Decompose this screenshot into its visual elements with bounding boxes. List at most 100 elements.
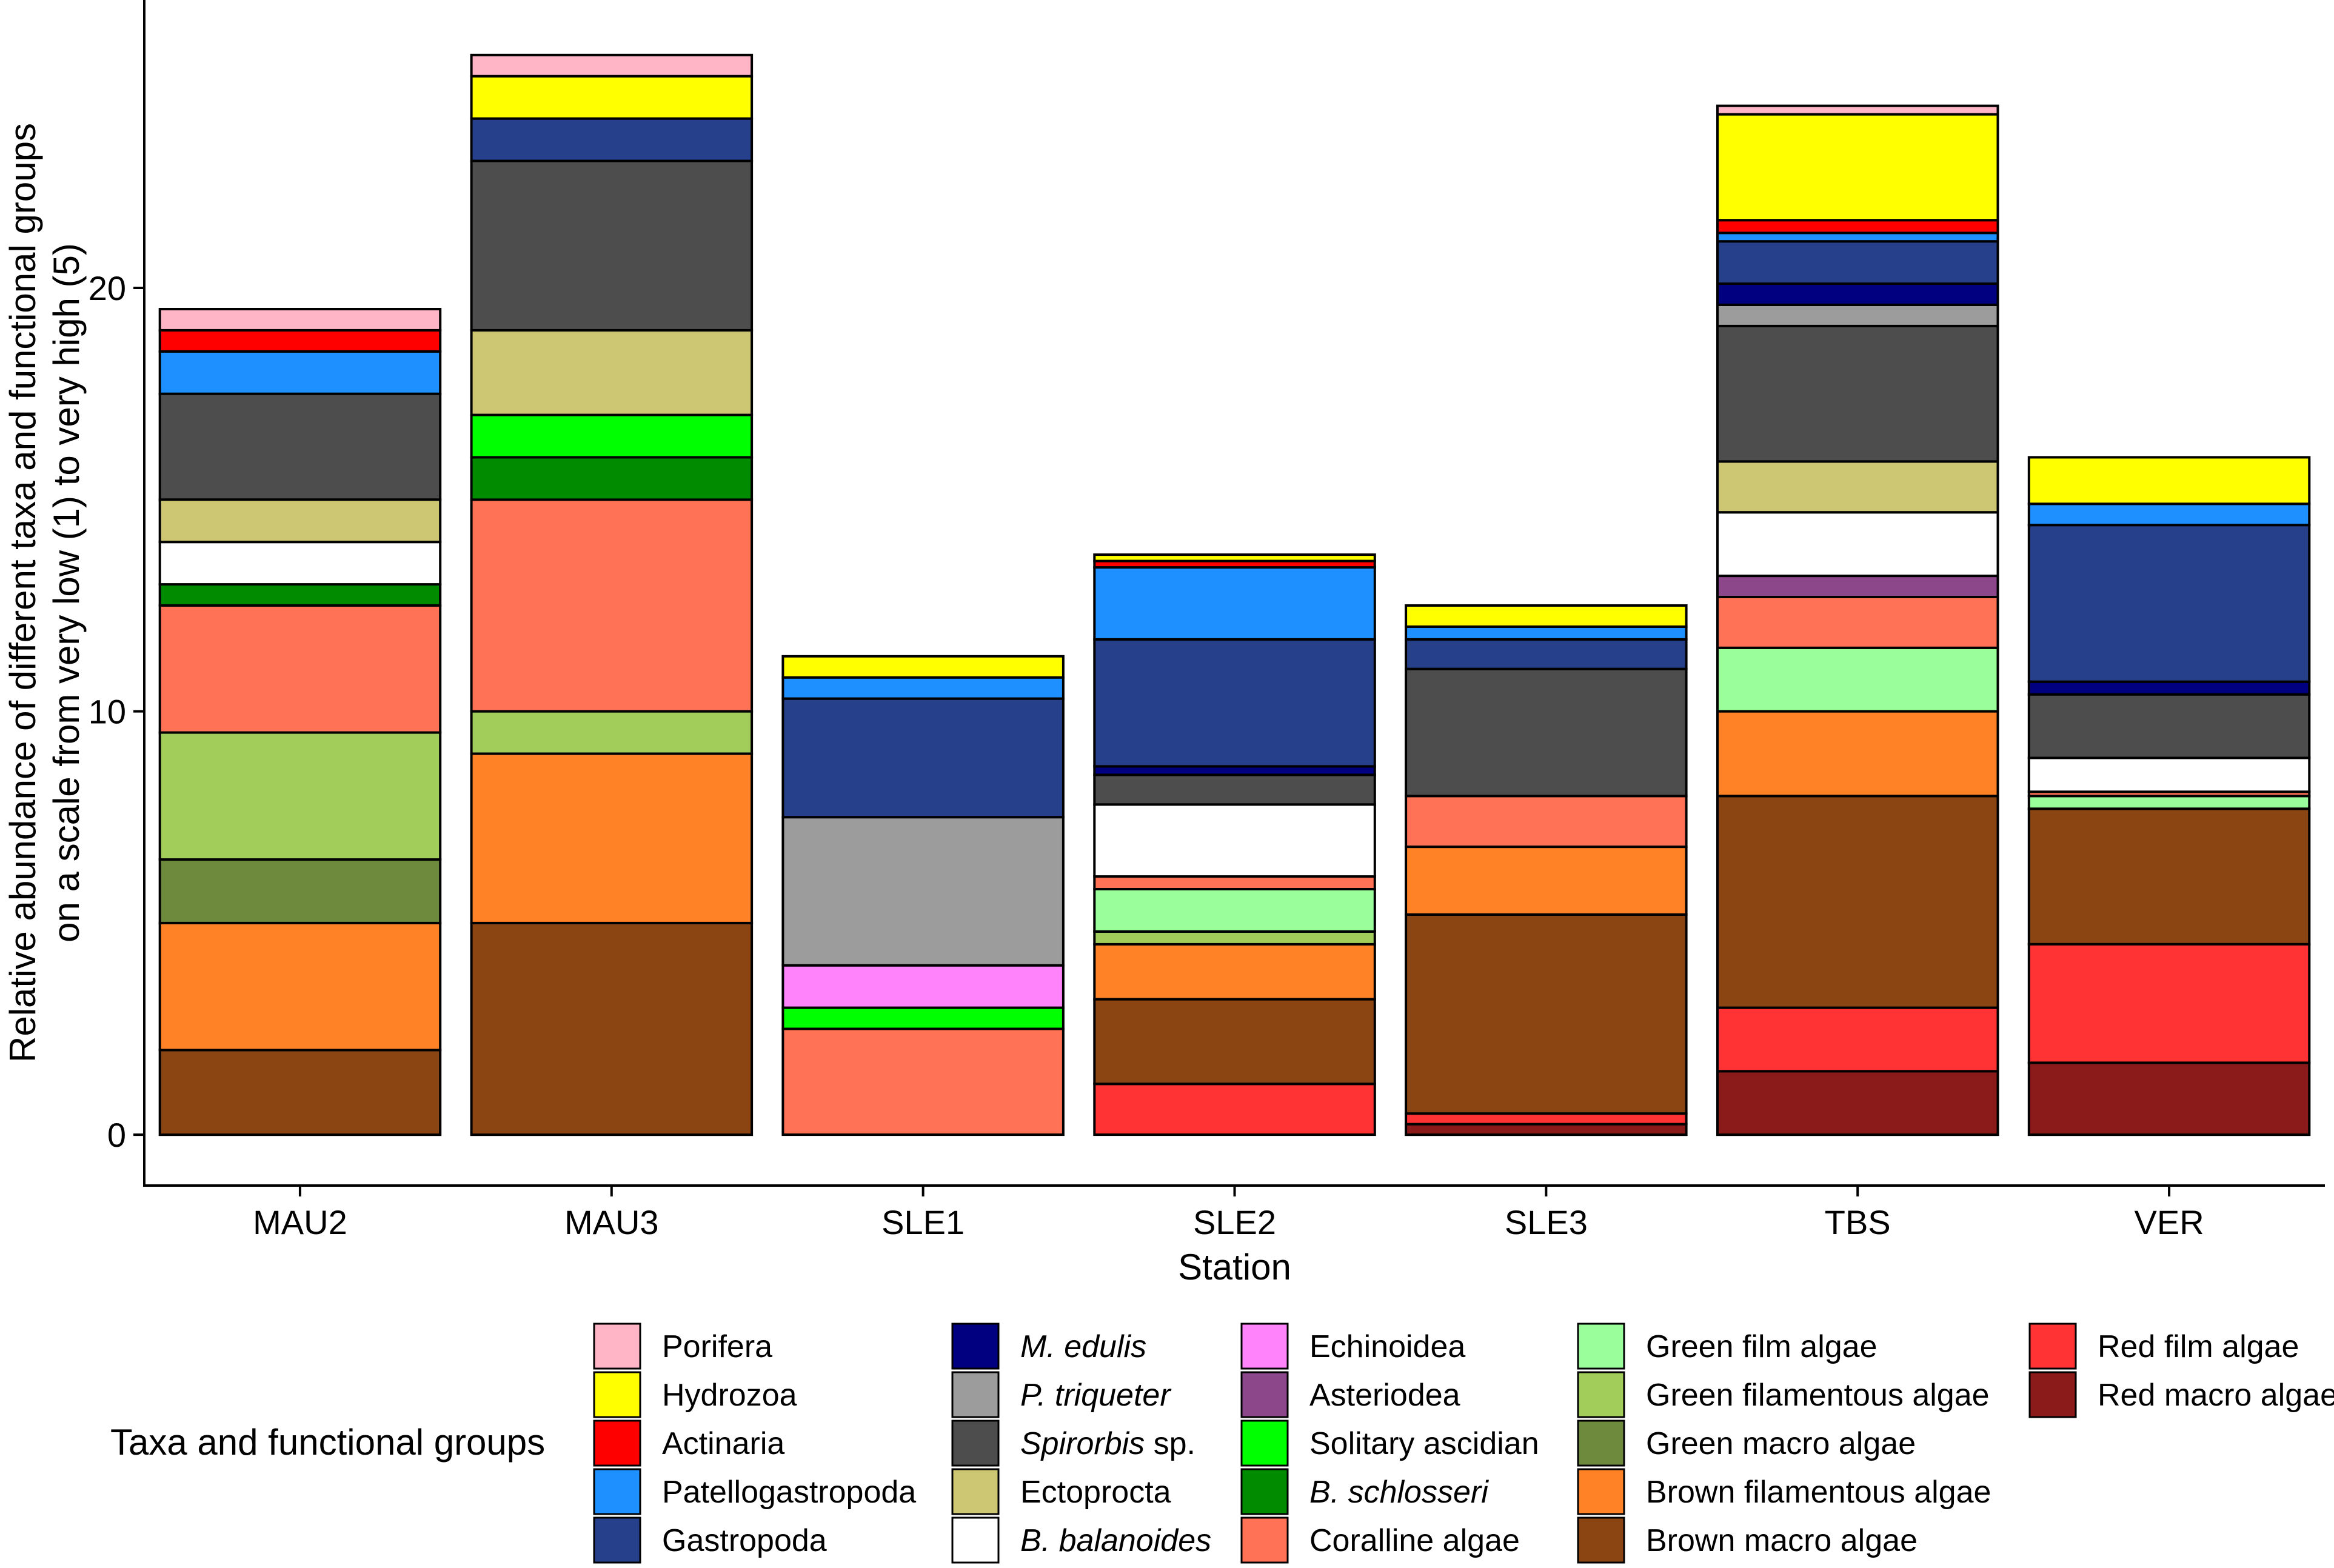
- x-tick-label-mau2: MAU2: [253, 1203, 347, 1241]
- bar-segment-sle3-patellogastropoda: [1405, 625, 1688, 641]
- legend-key-ectoprocta: [951, 1468, 1000, 1515]
- legend-item-gastropoda: Gastropoda: [593, 1516, 827, 1564]
- legend-key-actinaria: [593, 1420, 641, 1467]
- bar-segment-mau2-green-filamentous-algae: [158, 731, 442, 861]
- bar-segment-mau2-spirorbis-sp: [158, 392, 442, 501]
- legend-label-solitary-ascidian: Solitary ascidian: [1309, 1426, 1539, 1461]
- bar-segment-tbs-b-balanoides: [1716, 511, 1999, 578]
- bar-segment-mau3-porifera: [470, 53, 754, 78]
- legend-item-red-film-algae: Red film algae: [2028, 1323, 2299, 1370]
- bar-segment-mau2-brown-macro-algae: [158, 1049, 442, 1136]
- bar-segment-sle3-red-macro-algae: [1405, 1123, 1688, 1136]
- y-tick-label-10: 10: [89, 693, 126, 731]
- bar-segment-sle3-gastropoda: [1405, 638, 1688, 670]
- bar-segment-ver-brown-macro-algae: [2027, 807, 2311, 946]
- bar-segment-mau2-green-macro-algae: [158, 858, 442, 924]
- legend-label-brown-filamentous-algae: Brown filamentous algae: [1646, 1475, 1991, 1510]
- legend-key-green-filamentous-algae: [1577, 1371, 1625, 1418]
- bar-segment-tbs-brown-macro-algae: [1716, 795, 1999, 1009]
- x-tick-label-tbs: TBS: [1825, 1203, 1891, 1241]
- x-tick-label-sle2: SLE2: [1193, 1203, 1276, 1241]
- legend-item-ectoprocta: Ectoprocta: [951, 1468, 1171, 1515]
- bar-segment-ver-m-edulis: [2027, 680, 2311, 696]
- x-tick-label-sle1: SLE1: [881, 1203, 965, 1241]
- bar-segment-mau2-coralline-algae: [158, 604, 442, 734]
- legend-label-spirorbis-sp: Spirorbis sp.: [1020, 1426, 1195, 1461]
- bar-group-ver: [2027, 456, 2311, 1136]
- legend-item-m-edulis: M. edulis: [951, 1323, 1146, 1370]
- bar-segment-mau2-patellogastropoda: [158, 350, 442, 395]
- legend-key-coralline-algae: [1240, 1516, 1289, 1564]
- legend-label-red-film-algae: Red film algae: [2098, 1329, 2299, 1364]
- legend-item-brown-filamentous-algae: Brown filamentous algae: [1577, 1468, 1991, 1515]
- legend-key-spirorbis-sp: [951, 1420, 1000, 1467]
- legend-item-asteriodea: Asteriodea: [1240, 1371, 1460, 1418]
- legend-label-m-edulis: M. edulis: [1020, 1329, 1146, 1364]
- bar-segment-sle2-red-film-algae: [1093, 1083, 1376, 1136]
- bar-group-mau2: [158, 308, 442, 1136]
- legend-key-green-macro-algae: [1577, 1420, 1625, 1467]
- legend-key-brown-macro-algae: [1577, 1516, 1625, 1564]
- bar-segment-sle2-patellogastropoda: [1093, 566, 1376, 641]
- bar-segment-mau2-b-balanoides: [158, 541, 442, 586]
- bar-group-tbs: [1716, 104, 1999, 1136]
- bar-segment-sle2-hydrozoa: [1093, 553, 1376, 562]
- bar-segment-tbs-p-triqueter: [1716, 304, 1999, 327]
- legend-key-gastropoda: [593, 1516, 641, 1564]
- bar-segment-mau2-actinaria: [158, 329, 442, 353]
- bar-segment-sle1-p-triqueter: [781, 816, 1065, 967]
- bar-segment-sle2-brown-macro-algae: [1093, 998, 1376, 1086]
- legend-key-asteriodea: [1240, 1371, 1289, 1418]
- legend-item-brown-macro-algae: Brown macro algae: [1577, 1516, 1918, 1564]
- legend-item-actinaria: Actinaria: [593, 1420, 784, 1467]
- bar-segment-mau2-porifera: [158, 308, 442, 332]
- bar-segment-tbs-patellogastropoda: [1716, 232, 1999, 243]
- bar-segment-mau3-ectoprocta: [470, 329, 754, 416]
- legend-label-red-macro-algae: Red macro algae: [2098, 1378, 2334, 1413]
- legend-item-hydrozoa: Hydrozoa: [593, 1371, 797, 1418]
- legend-item-red-macro-algae: Red macro algae: [2028, 1371, 2334, 1418]
- legend-label-b-schlosseri: B. schlosseri: [1309, 1475, 1489, 1510]
- bar-segment-tbs-red-film-algae: [1716, 1006, 1999, 1073]
- x-tick-label-mau3: MAU3: [564, 1203, 659, 1241]
- legend-item-b-schlosseri: B. schlosseri: [1240, 1468, 1489, 1515]
- bar-segment-sle3-brown-filamentous-algae: [1405, 846, 1688, 916]
- bar-segment-ver-hydrozoa: [2027, 456, 2311, 505]
- legend-key-green-film-algae: [1577, 1323, 1625, 1370]
- bar-segment-sle3-red-film-algae: [1405, 1112, 1688, 1126]
- bar-segment-ver-gastropoda: [2027, 524, 2311, 683]
- bar-group-sle1: [781, 655, 1065, 1136]
- bar-segment-tbs-brown-filamentous-algae: [1716, 710, 1999, 798]
- bar-segment-ver-b-balanoides: [2027, 756, 2311, 793]
- bar-segment-ver-spirorbis-sp: [2027, 693, 2311, 759]
- bar-segment-mau2-ectoprocta: [158, 498, 442, 544]
- bar-segment-sle2-brown-filamentous-algae: [1093, 942, 1376, 1001]
- legend-label-porifera: Porifera: [662, 1329, 772, 1364]
- y-tick-label-0: 0: [107, 1116, 126, 1154]
- bar-segment-sle2-spirorbis-sp: [1093, 773, 1376, 806]
- legend-label-gastropoda: Gastropoda: [662, 1523, 827, 1558]
- bar-segment-ver-red-film-algae: [2027, 942, 2311, 1064]
- y-axis-title-line-1: Relative abundance of different taxa and…: [2, 123, 43, 1063]
- bar-segment-tbs-m-edulis: [1716, 282, 1999, 306]
- legend-item-coralline-algae: Coralline algae: [1240, 1516, 1520, 1564]
- legend-label-green-macro-algae: Green macro algae: [1646, 1426, 1916, 1461]
- bar-segment-sle3-hydrozoa: [1405, 604, 1688, 628]
- bar-segment-ver-green-film-algae: [2027, 795, 2311, 810]
- bar-segment-sle2-b-balanoides: [1093, 803, 1376, 878]
- legend-key-red-macro-algae: [2028, 1371, 2077, 1418]
- bar-segment-mau3-b-schlosseri: [470, 456, 754, 501]
- bar-segment-ver-patellogastropoda: [2027, 502, 2311, 527]
- legend-item-echinoidea: Echinoidea: [1240, 1323, 1465, 1370]
- x-tick-label-sle3: SLE3: [1505, 1203, 1588, 1241]
- bar-segment-tbs-porifera: [1716, 104, 1999, 116]
- legend-item-green-filamentous-algae: Green filamentous algae: [1577, 1371, 1990, 1418]
- bar-segment-mau3-gastropoda: [470, 117, 754, 162]
- legend-label-brown-macro-algae: Brown macro algae: [1646, 1523, 1918, 1558]
- y-axis-title-line-2: on a scale from very low (1) to very hig…: [46, 243, 87, 942]
- bar-segment-mau3-spirorbis-sp: [470, 159, 754, 332]
- bar-segment-mau3-hydrozoa: [470, 75, 754, 120]
- bar-segment-sle1-patellogastropoda: [781, 676, 1065, 700]
- legend-label-ectoprocta: Ectoprocta: [1020, 1475, 1171, 1510]
